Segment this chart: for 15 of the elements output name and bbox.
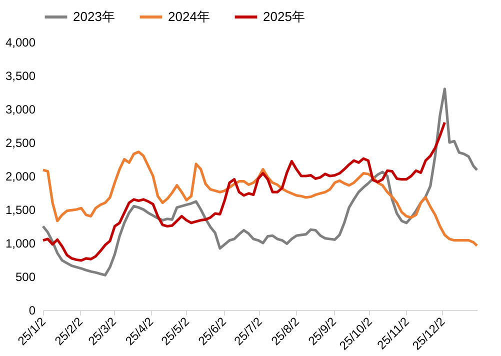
y-tick-label: 2,500 — [5, 136, 36, 150]
y-tick-label: 500 — [15, 270, 36, 284]
y-tick-label: 1,000 — [5, 236, 36, 250]
y-tick-label: 2,000 — [5, 170, 36, 184]
y-tick-label: 3,500 — [5, 69, 36, 83]
line-series — [42, 88, 478, 276]
y-tick-label: 4,000 — [5, 36, 36, 50]
y-tick-label: 1,500 — [5, 203, 36, 217]
y-tick-label: 3,000 — [5, 102, 36, 116]
line-series — [42, 121, 446, 262]
legend-label: 2023年 — [73, 9, 115, 24]
legend-label: 2024年 — [168, 9, 210, 24]
legend-label: 2025年 — [263, 9, 305, 24]
line-series — [42, 150, 478, 247]
y-tick-label: 0 — [28, 304, 36, 318]
